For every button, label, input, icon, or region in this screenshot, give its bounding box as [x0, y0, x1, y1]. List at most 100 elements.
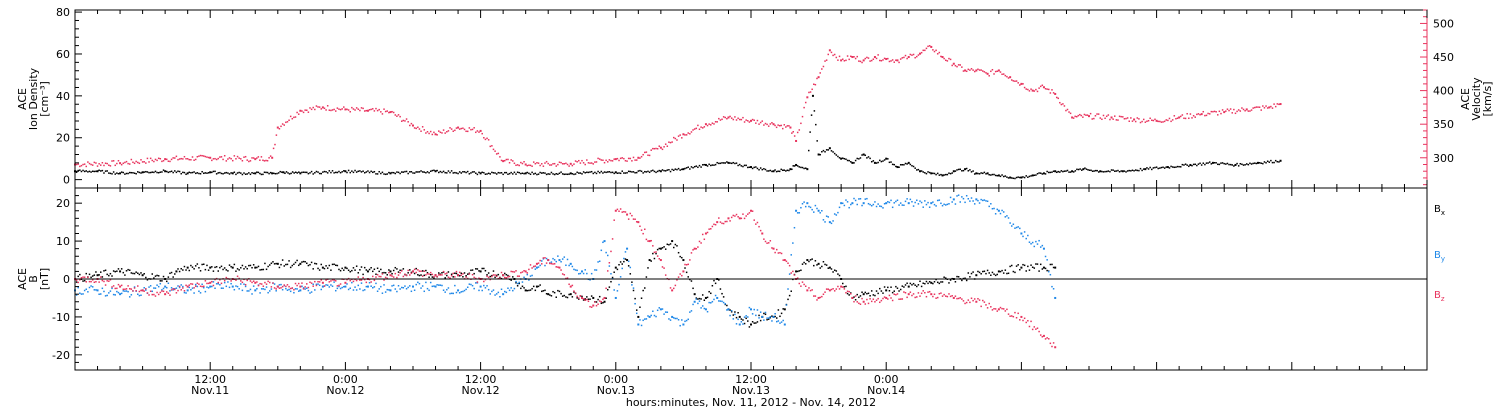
trace-dot — [589, 298, 591, 300]
trace-dot — [956, 195, 958, 197]
trace-dot — [266, 171, 269, 174]
trace-dot — [573, 268, 575, 271]
trace-dot — [320, 263, 323, 266]
trace-dot — [967, 68, 970, 71]
trace-dot — [500, 288, 503, 291]
trace-dot — [875, 162, 878, 164]
trace-dot — [404, 170, 406, 173]
trace-dot — [103, 280, 105, 283]
trace-dot — [936, 199, 939, 202]
trace-dot — [294, 288, 297, 290]
trace-dot — [296, 259, 298, 262]
trace-dot — [185, 173, 187, 176]
trace-dot — [1183, 164, 1185, 166]
trace-dot — [811, 258, 813, 260]
trace-dot — [787, 298, 789, 301]
trace-dot — [380, 285, 382, 288]
trace-dot — [819, 267, 821, 269]
trace-dot — [586, 272, 588, 275]
top-left-tick-label: 20 — [56, 132, 70, 145]
trace-dot — [954, 170, 957, 172]
trace-dot — [764, 240, 767, 243]
x-tick-date-label: Nov.14 — [867, 384, 905, 397]
trace-dot — [983, 270, 986, 273]
trace-dot — [961, 279, 963, 282]
trace-dot — [1022, 263, 1024, 266]
trace-dot — [1168, 117, 1171, 120]
trace-dot — [928, 290, 931, 293]
trace-dot — [856, 157, 858, 160]
trace-dot — [270, 288, 273, 290]
trace-dot — [672, 136, 675, 139]
trace-dot — [832, 54, 834, 57]
trace-dot — [558, 161, 561, 163]
trace-dot — [883, 296, 886, 298]
trace-dot — [178, 158, 181, 160]
trace-dot — [235, 173, 237, 176]
trace-dot — [563, 163, 566, 165]
trace-dot — [426, 271, 429, 274]
trace-dot — [373, 286, 376, 288]
trace-dot — [961, 66, 963, 68]
trace-dot — [721, 222, 723, 225]
trace-dot — [742, 319, 744, 321]
trace-dot — [623, 157, 625, 160]
data-point — [344, 281, 347, 284]
trace-dot — [1036, 327, 1039, 329]
trace-dot — [362, 170, 364, 172]
trace-dot — [1262, 105, 1264, 107]
trace-dot — [843, 286, 846, 288]
trace-dot — [1023, 317, 1026, 320]
trace-dot — [177, 170, 179, 172]
trace-dot — [103, 172, 105, 174]
trace-dot — [194, 158, 197, 161]
trace-dot — [275, 134, 278, 136]
trace-dot — [912, 205, 915, 207]
trace-dot — [241, 264, 244, 267]
trace-dot — [100, 276, 102, 278]
trace-dot — [689, 133, 691, 135]
bottom-ylabel-line: ACE — [16, 268, 29, 290]
trace-dot — [835, 270, 838, 272]
trace-dot — [182, 171, 184, 174]
data-point — [344, 266, 347, 269]
x-tick-date-label: Nov.12 — [326, 384, 364, 397]
trace-dot — [291, 264, 294, 267]
trace-dot — [495, 274, 498, 277]
trace-dot — [544, 289, 546, 292]
trace-dot — [627, 170, 630, 173]
trace-dot — [576, 161, 578, 163]
trace-dot — [994, 274, 997, 277]
trace-dot — [594, 269, 596, 271]
trace-dot — [747, 213, 749, 215]
trace-dot — [441, 132, 443, 134]
trace-dot — [87, 291, 89, 293]
trace-dot — [672, 246, 675, 249]
trace-dot — [177, 285, 179, 287]
trace-dot — [644, 287, 646, 289]
trace-dot — [79, 279, 81, 281]
trace-dot — [917, 292, 920, 294]
trace-dot — [996, 310, 999, 312]
trace-dot — [109, 172, 112, 175]
trace-dot — [215, 158, 218, 161]
trace-dot — [621, 267, 623, 270]
trace-dot — [458, 292, 461, 294]
trace-dot — [938, 292, 941, 295]
trace-dot — [165, 170, 168, 173]
trace-dot — [392, 111, 395, 114]
trace-dot — [895, 294, 897, 296]
trace-dot — [360, 171, 363, 173]
trace-dot — [256, 287, 258, 290]
trace-dot — [985, 272, 987, 275]
trace-dot — [330, 171, 332, 174]
trace-dot — [1274, 159, 1277, 162]
trace-dot — [1144, 121, 1147, 123]
trace-dot — [85, 288, 88, 291]
trace-dot — [297, 113, 300, 115]
trace-dot — [927, 201, 929, 204]
trace-dot — [870, 59, 873, 62]
trace-dot — [359, 170, 361, 172]
trace-dot — [357, 170, 360, 173]
trace-dot — [920, 285, 923, 288]
